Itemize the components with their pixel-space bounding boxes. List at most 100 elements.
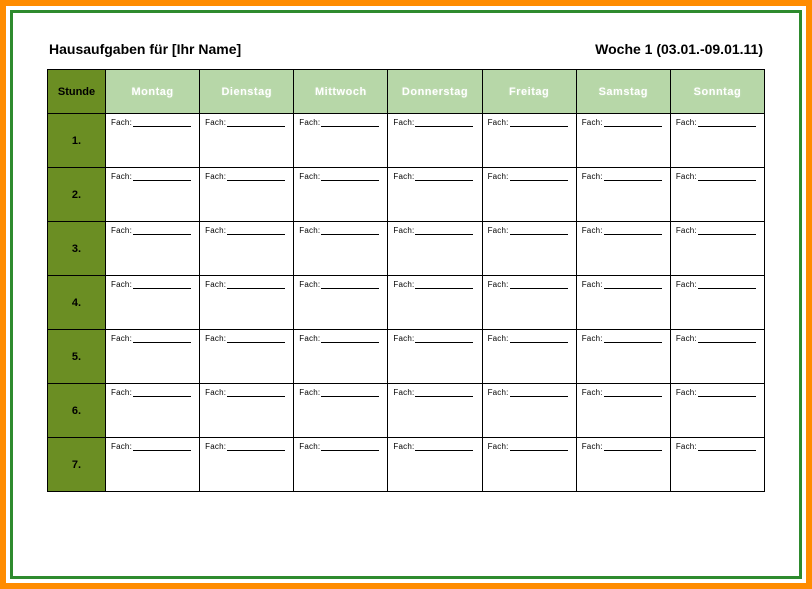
period-cell: 5. [48, 330, 106, 384]
subject-label: Fach: [299, 280, 320, 289]
subject-label: Fach: [205, 334, 226, 343]
homework-cell: Fach: [670, 384, 764, 438]
period-cell: 1. [48, 114, 106, 168]
homework-cell: Fach: [294, 114, 388, 168]
homework-cell: Fach: [106, 114, 200, 168]
subject-blank-line [698, 119, 756, 127]
subject-field: Fach: [393, 226, 476, 235]
homework-cell: Fach: [294, 168, 388, 222]
day-header: Montag [106, 70, 200, 114]
subject-label: Fach: [582, 442, 603, 451]
subject-label: Fach: [205, 280, 226, 289]
homework-cell: Fach: [106, 384, 200, 438]
homework-cell: Fach: [576, 384, 670, 438]
subject-field: Fach: [582, 280, 665, 289]
subject-field: Fach: [582, 172, 665, 181]
subject-blank-line [510, 443, 568, 451]
subject-blank-line [133, 173, 191, 181]
subject-blank-line [510, 227, 568, 235]
outer-frame: Hausaufgaben für [Ihr Name] Woche 1 (03.… [0, 0, 812, 589]
homework-cell: Fach: [200, 276, 294, 330]
table-row: 2.Fach:Fach:Fach:Fach:Fach:Fach:Fach: [48, 168, 765, 222]
homework-cell: Fach: [576, 330, 670, 384]
period-cell: 3. [48, 222, 106, 276]
subject-label: Fach: [676, 118, 697, 127]
homework-cell: Fach: [294, 276, 388, 330]
subject-blank-line [133, 227, 191, 235]
homework-cell: Fach: [388, 330, 482, 384]
homework-cell: Fach: [482, 222, 576, 276]
subject-field: Fach: [488, 334, 571, 343]
subject-field: Fach: [205, 226, 288, 235]
subject-blank-line [227, 389, 285, 397]
subject-label: Fach: [111, 388, 132, 397]
subject-label: Fach: [299, 226, 320, 235]
subject-blank-line [604, 227, 662, 235]
subject-field: Fach: [299, 172, 382, 181]
table-row: 3.Fach:Fach:Fach:Fach:Fach:Fach:Fach: [48, 222, 765, 276]
day-header: Donnerstag [388, 70, 482, 114]
subject-label: Fach: [299, 388, 320, 397]
subject-field: Fach: [205, 388, 288, 397]
homework-cell: Fach: [670, 222, 764, 276]
homework-cell: Fach: [670, 438, 764, 492]
subject-blank-line [698, 335, 756, 343]
subject-field: Fach: [393, 280, 476, 289]
subject-field: Fach: [582, 118, 665, 127]
subject-blank-line [698, 443, 756, 451]
homework-cell: Fach: [670, 114, 764, 168]
subject-field: Fach: [582, 388, 665, 397]
subject-blank-line [227, 281, 285, 289]
subject-label: Fach: [676, 172, 697, 181]
subject-field: Fach: [111, 172, 194, 181]
homework-cell: Fach: [106, 438, 200, 492]
subject-blank-line [510, 281, 568, 289]
period-cell: 7. [48, 438, 106, 492]
subject-blank-line [510, 389, 568, 397]
subject-label: Fach: [205, 118, 226, 127]
subject-blank-line [415, 227, 473, 235]
subject-blank-line [604, 119, 662, 127]
subject-label: Fach: [488, 280, 509, 289]
subject-blank-line [604, 335, 662, 343]
homework-cell: Fach: [576, 168, 670, 222]
homework-cell: Fach: [200, 114, 294, 168]
subject-label: Fach: [582, 118, 603, 127]
subject-blank-line [321, 389, 379, 397]
homework-cell: Fach: [576, 114, 670, 168]
subject-label: Fach: [582, 334, 603, 343]
day-header: Mittwoch [294, 70, 388, 114]
subject-blank-line [227, 119, 285, 127]
subject-label: Fach: [205, 172, 226, 181]
subject-blank-line [133, 281, 191, 289]
subject-field: Fach: [676, 118, 759, 127]
subject-field: Fach: [205, 118, 288, 127]
table-row: 1.Fach:Fach:Fach:Fach:Fach:Fach:Fach: [48, 114, 765, 168]
subject-label: Fach: [299, 334, 320, 343]
homework-cell: Fach: [294, 384, 388, 438]
homework-cell: Fach: [576, 438, 670, 492]
subject-field: Fach: [676, 172, 759, 181]
subject-blank-line [415, 119, 473, 127]
subject-blank-line [415, 281, 473, 289]
subject-field: Fach: [205, 280, 288, 289]
homework-cell: Fach: [576, 222, 670, 276]
subject-blank-line [227, 227, 285, 235]
subject-field: Fach: [205, 172, 288, 181]
homework-cell: Fach: [482, 276, 576, 330]
subject-label: Fach: [393, 226, 414, 235]
subject-blank-line [133, 443, 191, 451]
subject-field: Fach: [676, 442, 759, 451]
homework-cell: Fach: [200, 222, 294, 276]
subject-label: Fach: [488, 334, 509, 343]
homework-cell: Fach: [106, 330, 200, 384]
subject-blank-line [604, 281, 662, 289]
subject-field: Fach: [299, 442, 382, 451]
homework-cell: Fach: [670, 276, 764, 330]
subject-field: Fach: [582, 442, 665, 451]
subject-label: Fach: [488, 226, 509, 235]
homework-cell: Fach: [294, 438, 388, 492]
subject-field: Fach: [676, 280, 759, 289]
day-header: Samstag [576, 70, 670, 114]
subject-field: Fach: [299, 226, 382, 235]
